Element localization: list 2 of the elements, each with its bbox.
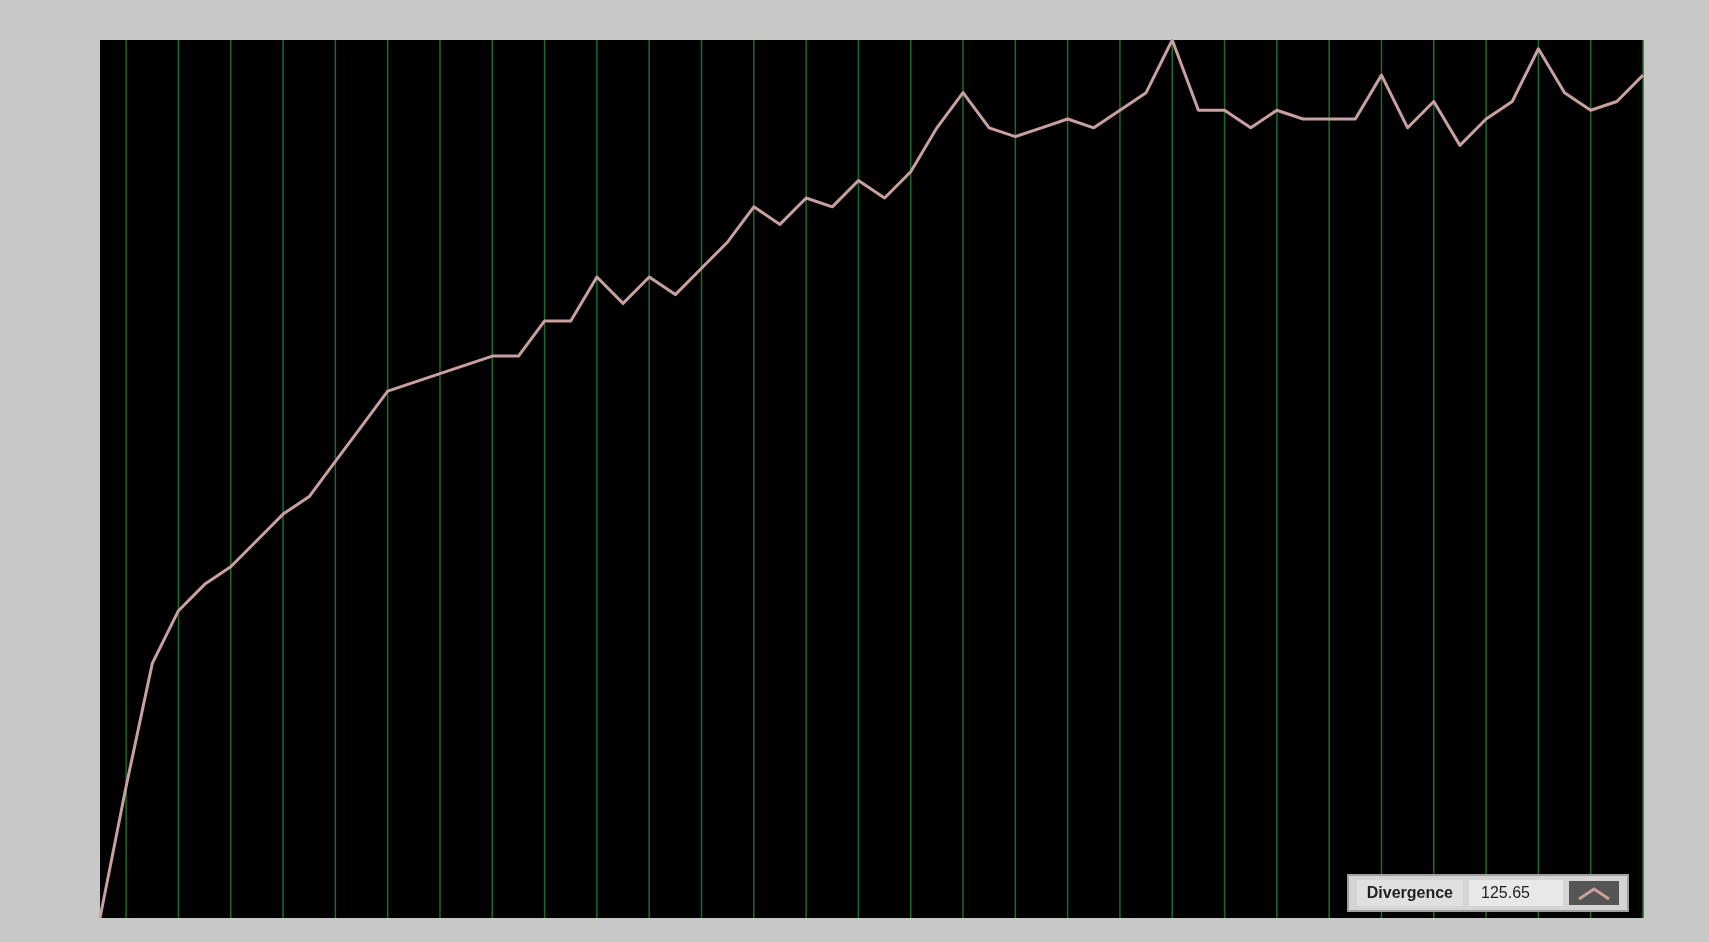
annotation: 125.65	[1469, 880, 1563, 906]
legend-box: Divergence 125.65	[1346, 874, 1629, 912]
